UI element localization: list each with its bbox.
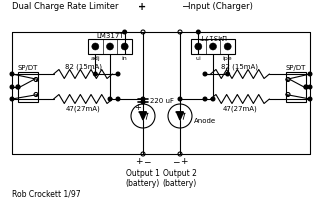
Bar <box>286 73 306 102</box>
Circle shape <box>94 73 97 76</box>
Circle shape <box>10 98 14 101</box>
Polygon shape <box>176 112 183 120</box>
Text: 220 uF: 220 uF <box>150 98 174 104</box>
Text: LM317T: LM317T <box>199 32 227 38</box>
Text: −: − <box>172 156 180 165</box>
Text: in: in <box>122 56 128 61</box>
Text: Anode: Anode <box>194 118 216 123</box>
Text: Input (Charger): Input (Charger) <box>188 2 253 11</box>
Circle shape <box>178 98 182 101</box>
Text: +: + <box>135 102 141 111</box>
Text: Output 1
(battery): Output 1 (battery) <box>126 168 160 187</box>
Circle shape <box>116 73 120 76</box>
Bar <box>18 73 38 102</box>
Circle shape <box>123 31 127 35</box>
Text: ui: ui <box>195 56 201 61</box>
Circle shape <box>226 73 229 76</box>
Circle shape <box>92 44 99 51</box>
Text: −: − <box>143 156 151 165</box>
Circle shape <box>107 44 113 51</box>
Text: Rob Crockett 1/97: Rob Crockett 1/97 <box>12 189 81 198</box>
Circle shape <box>108 98 112 101</box>
Bar <box>88 40 132 55</box>
Text: 82 (15mA): 82 (15mA) <box>222 63 258 70</box>
Text: SP/DT: SP/DT <box>18 65 38 71</box>
Circle shape <box>10 73 14 76</box>
Text: adj: adj <box>90 56 100 61</box>
Circle shape <box>308 98 312 101</box>
Circle shape <box>203 73 207 76</box>
Circle shape <box>203 98 207 101</box>
Text: Output 2
(battery): Output 2 (battery) <box>163 168 197 187</box>
Circle shape <box>210 44 216 51</box>
Text: 82 (15mA): 82 (15mA) <box>65 63 101 70</box>
Circle shape <box>196 31 200 35</box>
Text: ipe: ipe <box>223 56 233 61</box>
Text: SP/DT: SP/DT <box>286 65 306 71</box>
Circle shape <box>10 86 14 89</box>
Circle shape <box>116 98 120 101</box>
Text: 47(27mA): 47(27mA) <box>66 105 100 112</box>
Circle shape <box>141 101 145 104</box>
Text: 47(27mA): 47(27mA) <box>223 105 257 112</box>
Circle shape <box>16 86 20 90</box>
Text: −: − <box>182 2 190 12</box>
Polygon shape <box>140 112 147 120</box>
Circle shape <box>211 98 215 101</box>
Circle shape <box>304 86 308 90</box>
Text: Dual Charge Rate Limiter: Dual Charge Rate Limiter <box>12 2 119 11</box>
Circle shape <box>224 44 231 51</box>
Text: +: + <box>135 156 143 165</box>
Circle shape <box>195 44 202 51</box>
Text: +: + <box>138 2 146 12</box>
Text: LM317T: LM317T <box>96 32 124 38</box>
Circle shape <box>121 44 128 51</box>
Circle shape <box>308 73 312 76</box>
Circle shape <box>308 86 312 89</box>
Text: +: + <box>180 156 188 165</box>
Bar <box>191 40 235 55</box>
Circle shape <box>141 98 145 101</box>
